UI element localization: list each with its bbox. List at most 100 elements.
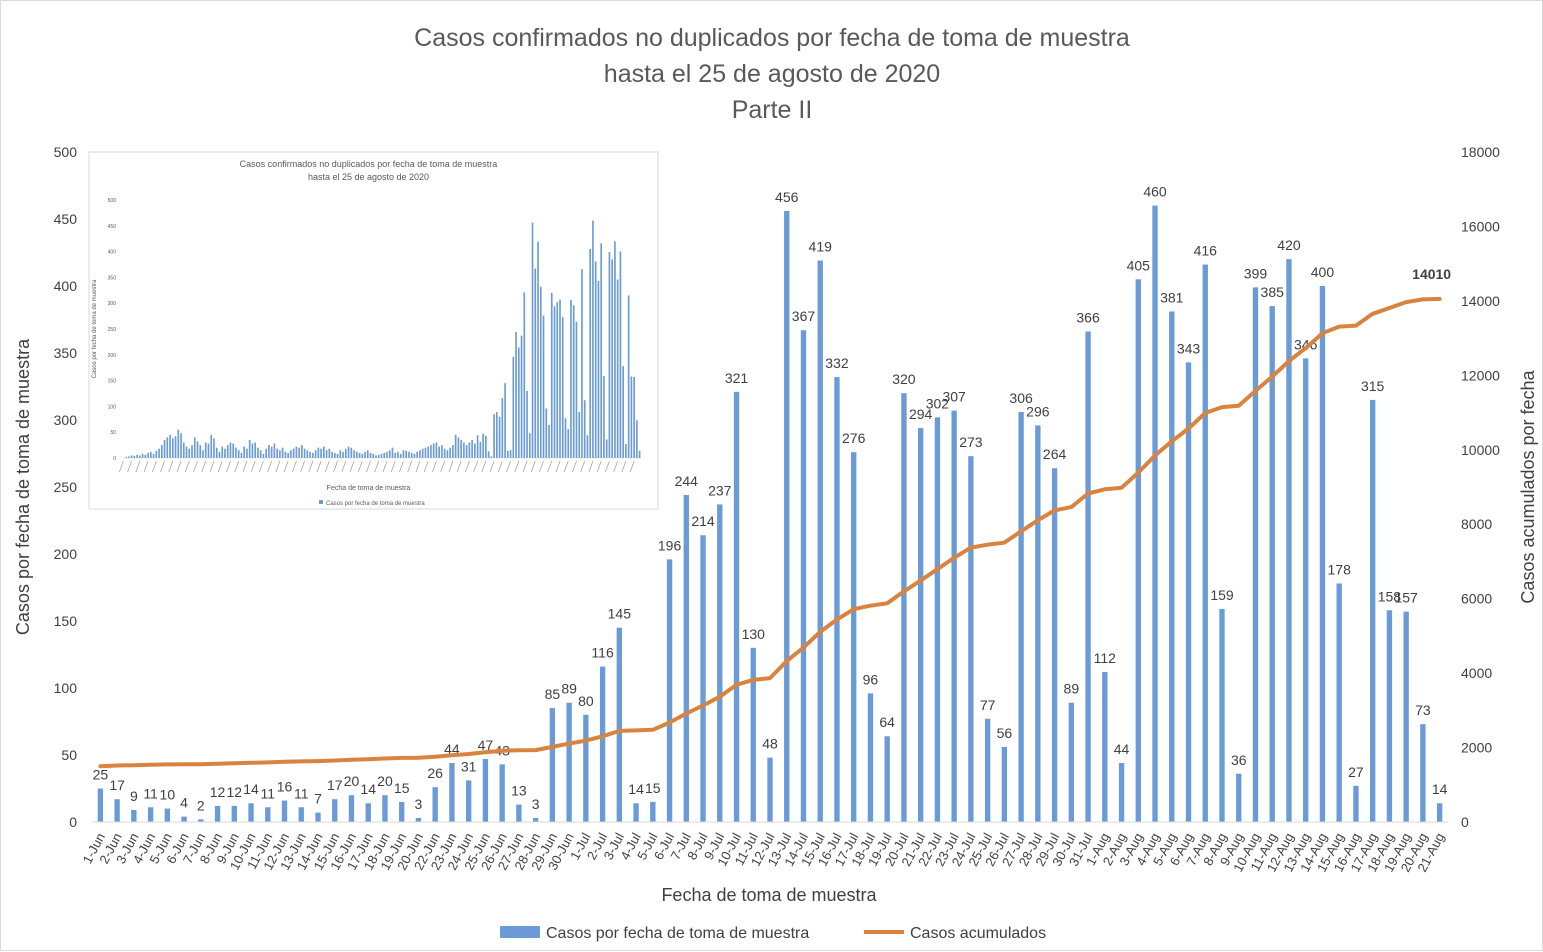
inset-bar (150, 451, 152, 458)
inset-bar (139, 455, 141, 458)
bar (281, 800, 288, 822)
inset-bar (259, 450, 262, 458)
inset-x-tick (539, 460, 544, 473)
inset-bar (589, 249, 592, 458)
inset-bar (314, 450, 317, 458)
bar (1269, 306, 1275, 823)
inset-bar (608, 252, 611, 458)
inset-bar (204, 442, 207, 458)
bar (917, 428, 924, 822)
inset-x-tick (588, 460, 594, 473)
inset-x-tick (506, 460, 511, 473)
left-tick-label: 100 (54, 680, 78, 696)
bar-data-label: 11 (294, 785, 309, 801)
inset-bar (240, 452, 243, 458)
left-tick-label: 350 (54, 345, 78, 361)
inset-bar (476, 435, 479, 458)
bar (968, 456, 974, 822)
inset-tick-label: 250 (108, 327, 117, 333)
inset-bar (210, 434, 213, 458)
bar-data-label: 112 (1094, 650, 1117, 666)
inset-bar (388, 450, 391, 458)
inset-bar (625, 444, 627, 458)
inset-bar (517, 347, 520, 458)
inset-bar (333, 452, 336, 458)
bar-data-label: 273 (959, 434, 983, 450)
inset-x-axis-title: Fecha de toma de muestra (327, 485, 411, 492)
inset-bar (556, 302, 559, 458)
inset-bar (347, 446, 350, 458)
inset-bar (432, 443, 435, 458)
bar-data-label: 343 (1177, 340, 1201, 356)
bar-data-label: 400 (1311, 264, 1335, 280)
inset-bar (284, 451, 287, 458)
bar-data-label: 12 (227, 784, 243, 800)
bar (97, 788, 104, 822)
bar (231, 805, 237, 822)
inset-bar (243, 446, 246, 458)
right-tick-label: 4000 (1461, 665, 1492, 681)
inset-x-tick (366, 460, 371, 473)
inset-bar (465, 445, 468, 458)
inset-bar (364, 451, 366, 458)
inset-tick-label: 50 (110, 430, 116, 436)
bar (1051, 468, 1058, 822)
inset-x-tick (390, 460, 396, 473)
inset-bar (199, 445, 202, 458)
bar (499, 764, 505, 822)
bar (332, 799, 338, 822)
inset-bar (235, 447, 237, 458)
inset-bar (397, 451, 399, 458)
inset-bar (485, 435, 487, 458)
inset-x-tick (242, 460, 248, 473)
inset-bar (430, 445, 432, 458)
inset-bar (155, 450, 158, 458)
bar-data-label: 294 (909, 406, 933, 422)
bar-data-label: 12 (210, 784, 226, 800)
inset-bar (270, 446, 273, 458)
inset-bar (454, 434, 457, 458)
bar (1303, 358, 1309, 822)
inset-x-tick (184, 460, 190, 473)
inset-tick-label: 200 (108, 353, 117, 359)
inset-bar (273, 443, 276, 458)
inset-bar (298, 447, 300, 458)
inset-bar (570, 300, 572, 458)
inset-bar (561, 317, 564, 458)
bar-data-label: 405 (1127, 257, 1151, 273)
inset-x-tick (201, 460, 207, 473)
inset-bar (323, 446, 325, 458)
bar (817, 260, 823, 822)
bar-data-label: 321 (725, 370, 749, 386)
bar-data-label: 145 (608, 606, 632, 622)
inset-bar (391, 447, 394, 458)
bar (867, 693, 874, 822)
inset-bar (452, 445, 454, 458)
bar-data-label: 15 (394, 780, 410, 796)
inset-bar (344, 448, 347, 458)
inset-x-tick (259, 460, 264, 473)
inset-bar (276, 448, 278, 458)
bar-data-label: 320 (892, 371, 916, 387)
inset-bar (592, 220, 594, 458)
inset-tick-label: 0 (113, 456, 116, 462)
bar-data-label: 20 (377, 773, 393, 789)
inset-bar (125, 456, 127, 458)
bar-data-label: 77 (980, 697, 996, 713)
left-tick-label: 150 (54, 613, 78, 629)
legend: Casos por fecha de toma de muestra Casos … (500, 925, 1046, 942)
bar-data-label: 416 (1194, 243, 1218, 259)
inset-bar (630, 376, 633, 458)
inset-bar (512, 356, 515, 458)
inset-bar (166, 437, 169, 458)
inset-bar (377, 454, 380, 458)
bar (298, 807, 304, 822)
inset-bar (254, 442, 257, 458)
bar-data-label: 332 (825, 355, 849, 371)
bar-data-label: 159 (1210, 587, 1234, 603)
bar-data-label: 73 (1415, 702, 1431, 718)
inset-bar (303, 448, 306, 458)
bar (1068, 702, 1075, 822)
inset-bar (633, 376, 635, 458)
